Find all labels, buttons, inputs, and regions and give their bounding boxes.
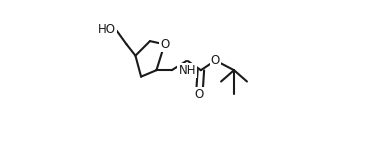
Text: NH: NH: [179, 64, 196, 77]
Text: O: O: [195, 88, 204, 101]
Text: O: O: [160, 38, 169, 51]
Text: O: O: [211, 54, 220, 67]
Text: HO: HO: [98, 23, 116, 36]
